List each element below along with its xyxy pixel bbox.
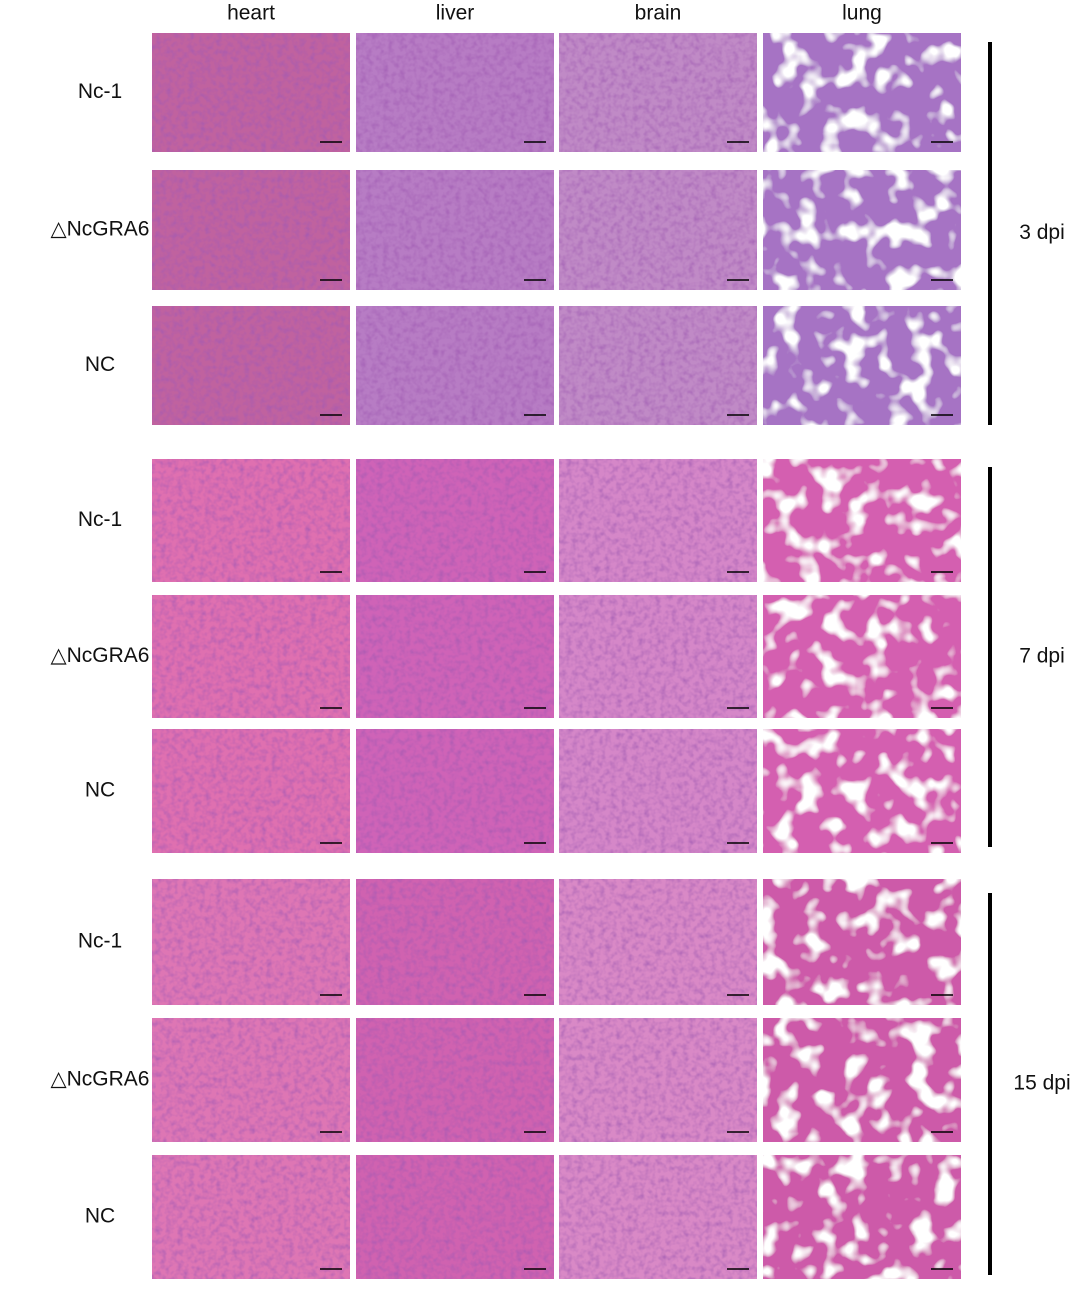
micrograph [356, 306, 554, 425]
row-label: Nc-1 [78, 508, 122, 531]
micrograph [356, 33, 554, 152]
tissue-image [152, 729, 350, 853]
micrograph [152, 459, 350, 582]
row-label: Nc-1 [78, 80, 122, 103]
micrograph [559, 729, 757, 853]
micrograph [356, 1155, 554, 1279]
tissue-image [152, 33, 350, 152]
tissue-image [356, 1155, 554, 1279]
tissue-image [763, 170, 961, 290]
micrograph [559, 1155, 757, 1279]
micrograph [152, 729, 350, 853]
micrograph [356, 729, 554, 853]
tissue-image [763, 879, 961, 1005]
row-label: △NcGRA6 [50, 1068, 149, 1091]
micrograph [152, 33, 350, 152]
micrograph [763, 879, 961, 1005]
column-header: lung [842, 2, 882, 25]
tissue-image [356, 33, 554, 152]
micrograph [152, 170, 350, 290]
micrograph [356, 1018, 554, 1142]
micrograph [356, 170, 554, 290]
tissue-image [559, 729, 757, 853]
micrograph [763, 1155, 961, 1279]
column-header: heart [227, 2, 275, 25]
tissue-image [763, 459, 961, 582]
micrograph [152, 1018, 350, 1142]
micrograph [763, 306, 961, 425]
tissue-image [559, 306, 757, 425]
micrograph [152, 879, 350, 1005]
micrograph [559, 33, 757, 152]
tissue-image [152, 1155, 350, 1279]
tissue-image [559, 170, 757, 290]
tissue-image [152, 306, 350, 425]
micrograph [152, 595, 350, 718]
column-header: liver [436, 2, 475, 25]
micrograph [152, 1155, 350, 1279]
group-label: 15 dpi [1013, 1072, 1070, 1095]
tissue-image [763, 595, 961, 718]
tissue-image [356, 879, 554, 1005]
tissue-image [152, 879, 350, 1005]
tissue-image [763, 33, 961, 152]
micrograph [559, 879, 757, 1005]
tissue-image [559, 595, 757, 718]
tissue-image [559, 459, 757, 582]
micrograph [356, 595, 554, 718]
tissue-image [763, 1155, 961, 1279]
tissue-image [559, 879, 757, 1005]
row-label: NC [85, 779, 115, 802]
row-label: NC [85, 353, 115, 376]
tissue-image [152, 459, 350, 582]
micrograph [763, 33, 961, 152]
tissue-image [559, 33, 757, 152]
micrograph [763, 595, 961, 718]
micrograph [559, 170, 757, 290]
column-header: brain [635, 2, 682, 25]
tissue-image [152, 1018, 350, 1142]
micrograph [356, 879, 554, 1005]
tissue-image [356, 459, 554, 582]
tissue-image [356, 170, 554, 290]
row-label: △NcGRA6 [50, 218, 149, 241]
micrograph [763, 729, 961, 853]
tissue-image [152, 170, 350, 290]
row-label: NC [85, 1205, 115, 1228]
tissue-image [356, 1018, 554, 1142]
group-label: 7 dpi [1019, 645, 1065, 668]
tissue-image [559, 1018, 757, 1142]
tissue-image [559, 1155, 757, 1279]
micrograph [559, 459, 757, 582]
row-label: △NcGRA6 [50, 644, 149, 667]
micrograph [559, 1018, 757, 1142]
micrograph [559, 306, 757, 425]
tissue-image [356, 595, 554, 718]
micrograph [763, 1018, 961, 1142]
micrograph [356, 459, 554, 582]
tissue-image [356, 306, 554, 425]
tissue-image [356, 729, 554, 853]
tissue-image [763, 1018, 961, 1142]
tissue-image [763, 729, 961, 853]
micrograph [763, 170, 961, 290]
group-label: 3 dpi [1019, 221, 1065, 244]
micrograph [559, 595, 757, 718]
micrograph [763, 459, 961, 582]
tissue-image [763, 306, 961, 425]
micrograph [152, 306, 350, 425]
tissue-image [152, 595, 350, 718]
row-label: Nc-1 [78, 930, 122, 953]
